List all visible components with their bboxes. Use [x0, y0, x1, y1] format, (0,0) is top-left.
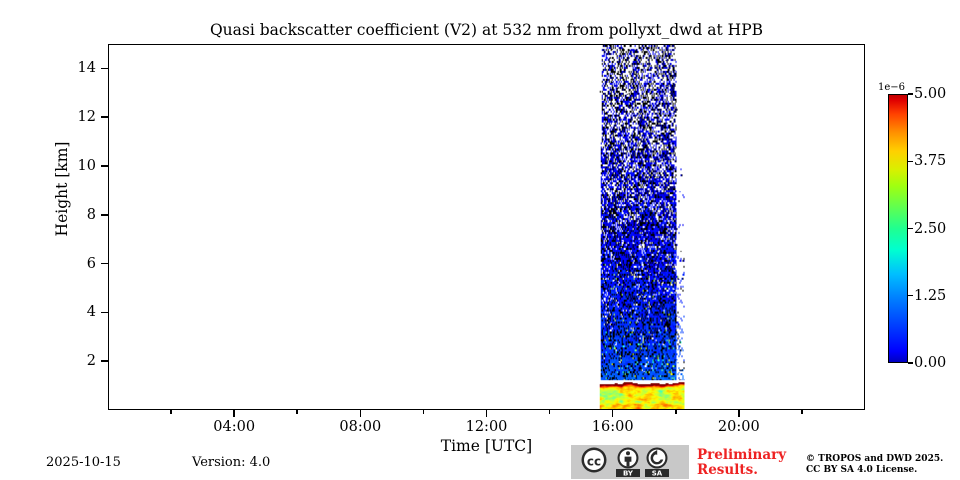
creative-commons-icon: cc BY SA — [574, 447, 686, 477]
x-tick-label: 12:00 — [465, 419, 508, 435]
y-tick-label: 6 — [86, 255, 96, 272]
y-tick-label: 14 — [77, 60, 96, 77]
y-tick-label: 4 — [86, 304, 96, 321]
colorbar-tick-mark — [908, 227, 913, 230]
colorbar-tick-label: 3.75 — [914, 153, 947, 170]
x-tick-mark — [611, 410, 614, 417]
plot-title: Quasi backscatter coefficient (V2) at 53… — [209, 21, 764, 39]
x-tick-mark — [359, 410, 362, 417]
y-tick-mark — [101, 214, 108, 216]
footer-date: 2025-10-15 — [46, 455, 121, 470]
copyright-line-2: CC BY SA 4.0 License. — [806, 465, 918, 475]
y-tick-mark — [101, 311, 108, 314]
y-tick-mark — [101, 116, 108, 118]
colorbar[interactable] — [888, 94, 908, 363]
cc-by-sa-badge[interactable]: cc BY SA — [571, 445, 689, 479]
x-tick-label: 20:00 — [717, 419, 760, 435]
colorbar-tick-label: 0.00 — [914, 355, 947, 371]
y-tick-mark — [101, 67, 108, 70]
y-axis-label: Height [km] — [53, 141, 71, 237]
x-tick-label: 04:00 — [213, 419, 256, 435]
colorbar-tick-mark — [908, 160, 913, 162]
colorbar-tick-mark — [908, 362, 913, 364]
y-tick-mark — [101, 262, 108, 265]
colorbar-gradient — [888, 94, 908, 363]
svg-text:BY: BY — [623, 470, 634, 478]
x-tick-mark-minor — [422, 410, 425, 414]
copyright-line-1: © TROPOS and DWD 2025. — [806, 454, 944, 464]
copyright-note: © TROPOS and DWD 2025. CC BY SA 4.0 Lice… — [806, 454, 943, 476]
x-tick-mark-minor — [296, 410, 299, 414]
colorbar-tick-label: 1.25 — [914, 287, 947, 304]
footer-version: Version: 4.0 — [192, 455, 271, 470]
preliminary-results-note: Preliminary Results. — [697, 448, 786, 478]
x-tick-mark-minor — [801, 410, 803, 414]
x-tick-mark-minor — [548, 410, 551, 414]
preliminary-line-2: Results. — [697, 462, 758, 478]
colorbar-tick-label: 5.00 — [914, 86, 947, 102]
svg-text:SA: SA — [652, 470, 663, 478]
colorbar-tick-mark — [908, 93, 913, 95]
x-tick-label: 16:00 — [591, 419, 634, 435]
heatmap-data-canvas[interactable] — [109, 45, 864, 409]
y-tick-label: 12 — [77, 109, 96, 126]
x-tick-mark — [738, 410, 740, 417]
x-tick-mark — [233, 410, 235, 417]
colorbar-offset-text: 1e−6 — [878, 82, 906, 93]
x-tick-mark-minor — [674, 410, 677, 414]
colorbar-tick-mark — [908, 295, 913, 297]
x-tick-mark-minor — [170, 410, 172, 414]
x-tick-label: 08:00 — [339, 419, 382, 435]
y-tick-label: 10 — [77, 158, 96, 174]
y-tick-mark — [101, 165, 108, 167]
y-tick-mark — [101, 360, 108, 362]
preliminary-line-1: Preliminary — [697, 447, 787, 463]
x-axis-label: Time [UTC] — [440, 437, 533, 455]
x-tick-mark — [485, 410, 488, 417]
y-tick-label: 8 — [86, 206, 96, 223]
svg-text:cc: cc — [587, 455, 601, 469]
y-tick-label: 2 — [86, 353, 96, 370]
plot-axes-area[interactable] — [108, 44, 865, 410]
colorbar-tick-label: 2.50 — [914, 220, 947, 237]
